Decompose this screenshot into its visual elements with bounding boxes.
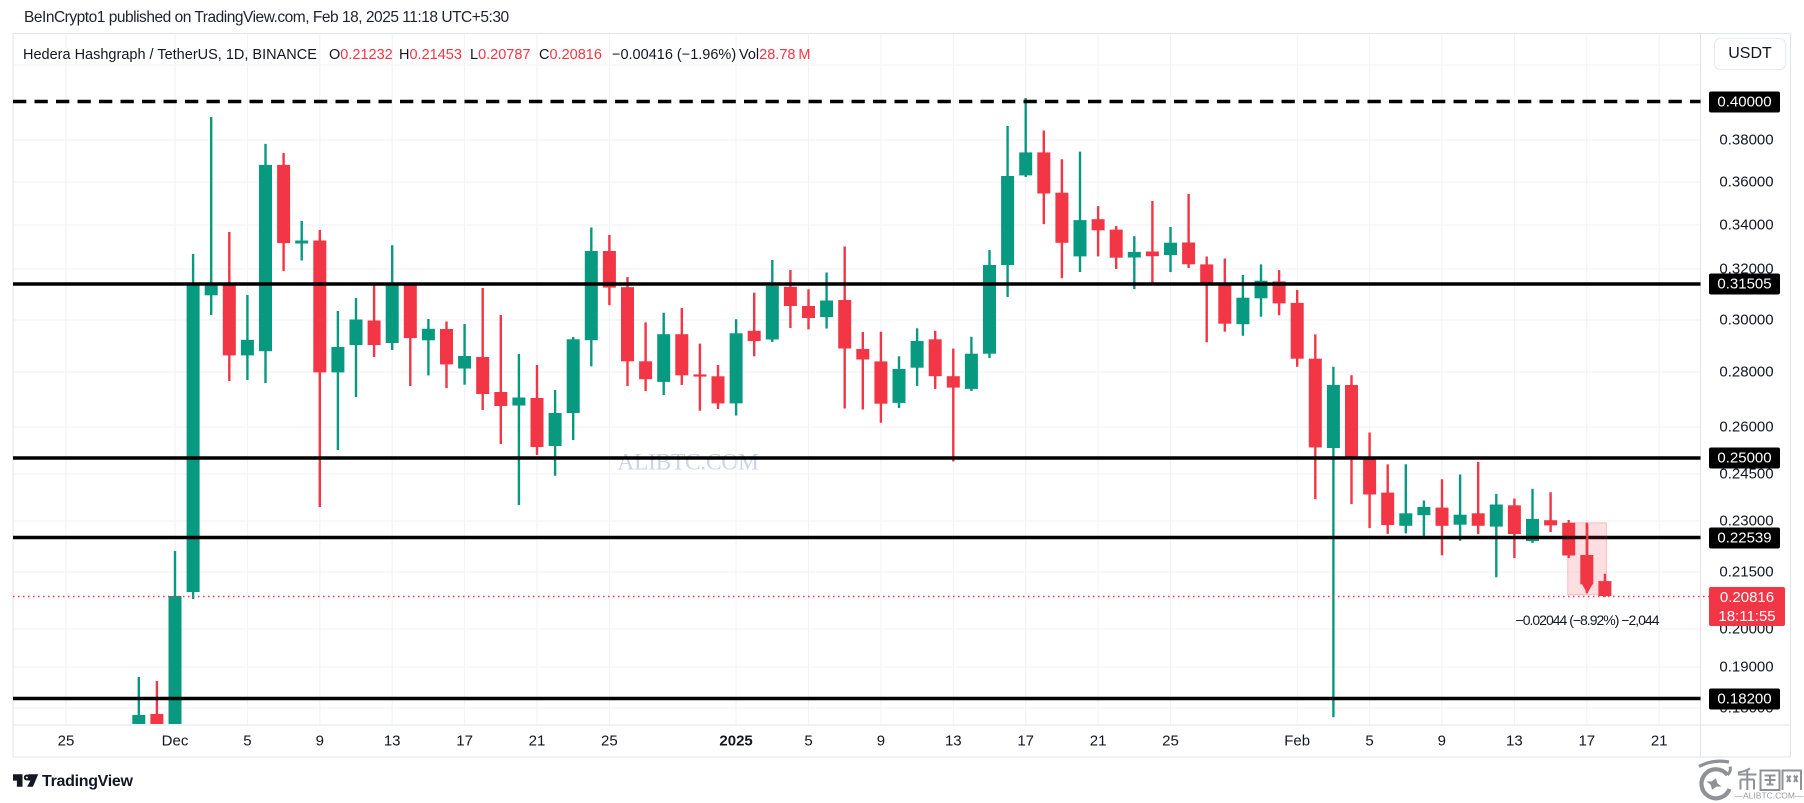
svg-text:—ALIBTC.COM—: —ALIBTC.COM— xyxy=(1735,791,1804,801)
